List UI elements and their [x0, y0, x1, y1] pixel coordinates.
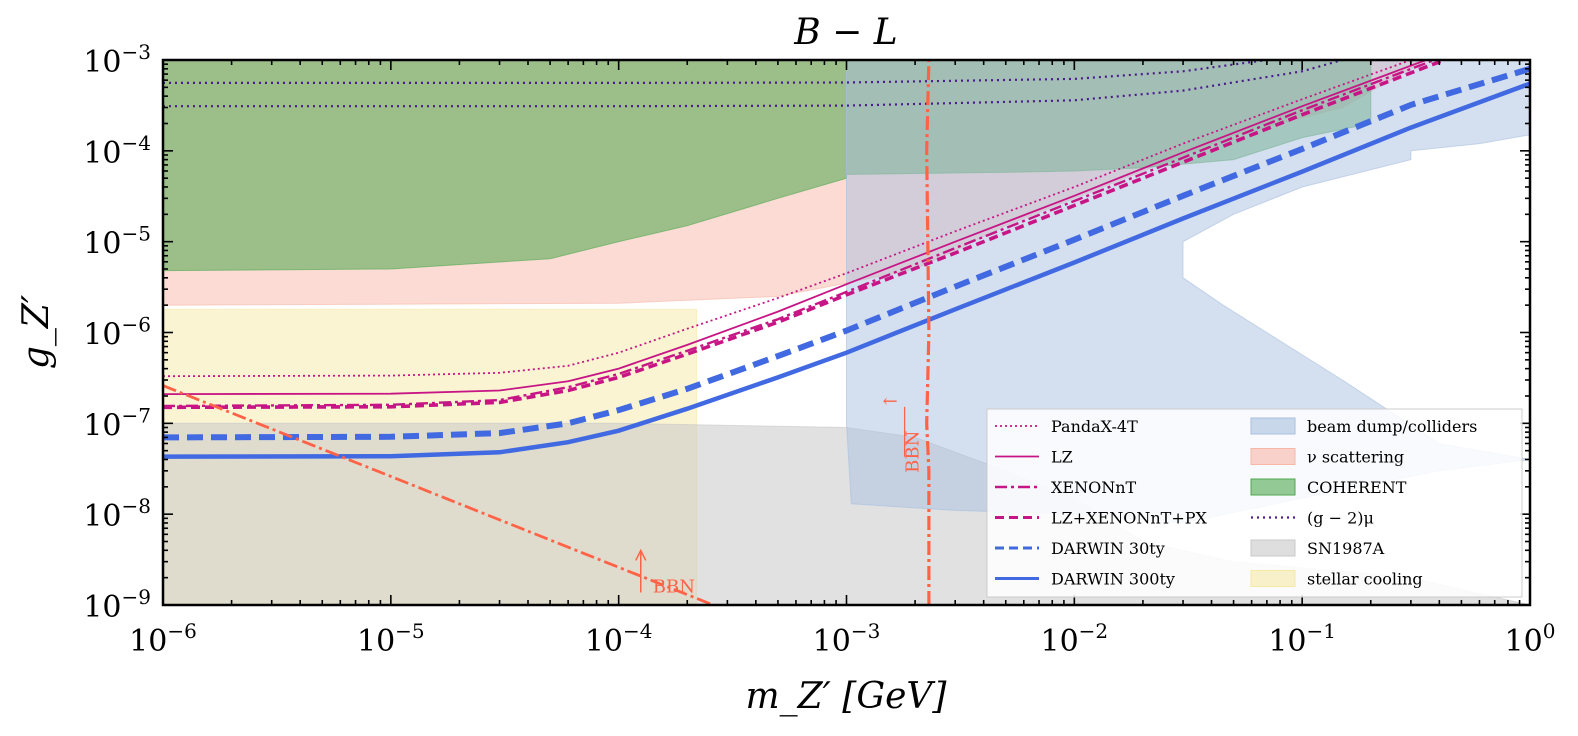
series-lines — [163, 60, 1530, 605]
series-g-2-upper — [163, 60, 1268, 85]
y-axis-label: g_Z′ — [16, 295, 57, 369]
annotation-bbn-diagonal: BBN — [653, 576, 695, 597]
y-tick-label: 10−4 — [83, 131, 151, 171]
y-tick-label: 10−6 — [83, 313, 151, 353]
legend: PandaX-4T LZ XENONnT LZ+XENONnT+PX DARWIN 30… — [986, 408, 1523, 598]
x-tick-label: 10−3 — [813, 619, 881, 659]
legend-swatch — [1250, 478, 1296, 496]
y-tick-label: 10−5 — [83, 222, 151, 262]
legend-swatch — [1250, 448, 1296, 465]
legend-label: PandaX-4T — [1051, 417, 1138, 436]
legend-label: (g − 2)μ — [1307, 509, 1374, 528]
series-darwin-300ty — [163, 81, 1530, 459]
annotation-arrowhead — [635, 548, 647, 561]
legend-label: SN1987A — [1307, 539, 1385, 558]
x-tick-label: 10−1 — [1268, 619, 1336, 659]
legend-label: ν scattering — [1307, 448, 1404, 467]
x-axis-label: m_Z′ [GeV] — [746, 676, 948, 717]
y-tick-label: 10−9 — [83, 585, 151, 625]
legend-label: DARWIN 30ty — [1051, 539, 1165, 558]
y-tick-label: 10−8 — [83, 494, 151, 534]
legend-label: DARWIN 300ty — [1051, 570, 1175, 589]
legend-box — [986, 408, 1523, 598]
series-darwin-30ty — [163, 65, 1530, 441]
series-bbn-vertical — [925, 60, 931, 605]
y-tick-label: 10−7 — [83, 403, 151, 443]
series-xenonnt — [163, 60, 1435, 408]
series-pandax-4t — [163, 60, 1412, 378]
legend-label: LZ+XENONnT+PX — [1051, 509, 1207, 528]
series-lz — [163, 60, 1427, 396]
axis-ticks: 10−6 10−5 10−4 10−3 10−2 10−1 100 10−9 10−8 10−7 1… — [83, 40, 1555, 659]
x-tick-label: 100 — [1505, 619, 1556, 659]
x-tick-label: 10−5 — [357, 619, 425, 659]
legend-label: LZ — [1051, 448, 1073, 467]
chart-title: B − L — [793, 12, 897, 53]
legend-swatch — [1250, 539, 1296, 557]
legend-label: XENONnT — [1051, 478, 1136, 497]
legend-label: COHERENT — [1307, 478, 1407, 497]
series-bbn-diagonal — [163, 384, 714, 605]
series-lz-xenonnt-px — [163, 60, 1445, 410]
annotation-bbn-vertical: BBN — [903, 431, 924, 473]
annotation-arrow-left: ← — [883, 391, 898, 412]
x-tick-label: 10−4 — [585, 619, 653, 659]
x-tick-label: 10−6 — [129, 619, 197, 659]
legend-label: stellar cooling — [1307, 570, 1423, 589]
y-tick-label: 10−3 — [83, 40, 151, 80]
series-g-2-lower — [163, 60, 1343, 108]
legend-label: beam dump/colliders — [1307, 417, 1477, 436]
x-tick-label: 10−2 — [1040, 619, 1108, 659]
legend-swatch — [1250, 570, 1296, 587]
legend-swatch — [1250, 417, 1296, 435]
